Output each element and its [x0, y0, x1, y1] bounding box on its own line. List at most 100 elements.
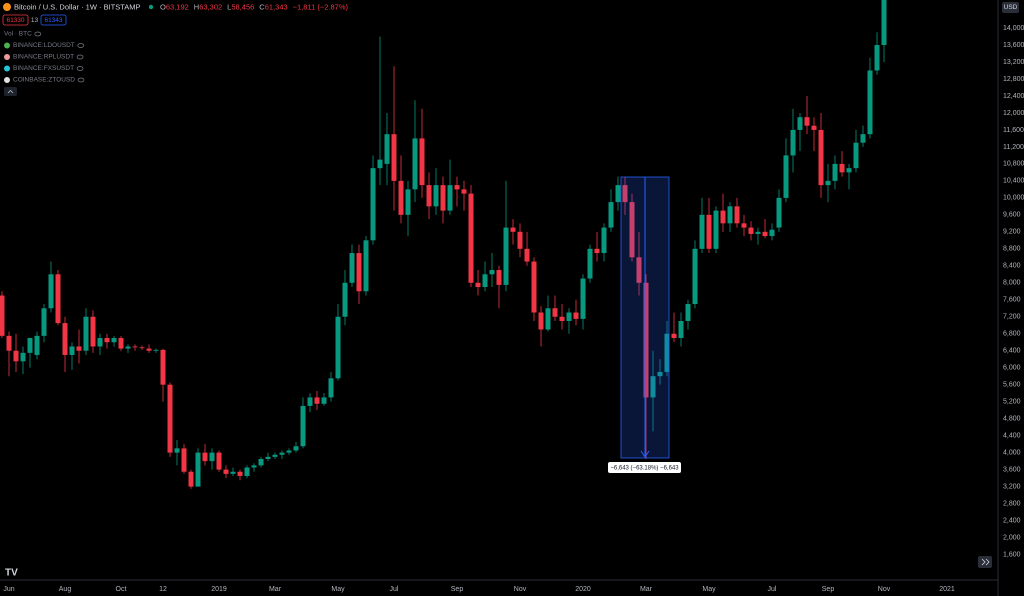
- candle-body: [230, 471, 236, 474]
- candle-body: [657, 371, 663, 377]
- candle-body: [6, 335, 12, 351]
- y-tick-label: 11,600: [1003, 127, 1024, 134]
- x-tick-label: May: [331, 586, 345, 593]
- x-tick-label: Jul: [768, 586, 777, 593]
- y-tick-label: 3,200: [1003, 483, 1021, 490]
- symbol-title[interactable]: Bitcoin / U.S. Dollar · 1W · BITSTAMP: [14, 2, 141, 11]
- candle-body: [804, 117, 810, 126]
- candle-body: [55, 274, 61, 324]
- ohlc-values: O63,192 H63,302 L58,456 C61,343 −1,811 (−2.8…: [160, 2, 348, 11]
- ohlc-value: 58,456: [231, 2, 254, 11]
- candle-body: [531, 261, 537, 313]
- candle-body: [496, 270, 502, 285]
- logo[interactable]: TV: [5, 568, 18, 579]
- indicator-name[interactable]: BINANCE:LDOUSDT: [13, 42, 75, 49]
- visibility-icon[interactable]: [77, 43, 85, 48]
- candle-body: [608, 202, 614, 228]
- symbol-icon[interactable]: [3, 3, 11, 11]
- candle-body: [447, 185, 453, 211]
- visibility-icon[interactable]: [77, 77, 85, 83]
- ohlc-label: L: [227, 2, 231, 11]
- bid-box[interactable]: [2, 14, 29, 26]
- indicator-name[interactable]: Vol · BTC: [4, 31, 32, 38]
- candle-body: [524, 248, 530, 262]
- candle-body: [300, 405, 306, 447]
- y-tick-label: 3,600: [1003, 466, 1021, 473]
- candle-body: [566, 312, 572, 321]
- scroll-icon: [981, 558, 990, 566]
- candle-body: [475, 282, 481, 288]
- x-tick-label: 12: [159, 586, 167, 593]
- candle-body: [748, 227, 754, 234]
- candle-body: [328, 378, 334, 398]
- candle-body: [363, 240, 369, 292]
- candle-body: [573, 312, 579, 319]
- candle-body: [762, 231, 768, 237]
- candle-body: [825, 180, 831, 186]
- candle-body: [384, 134, 390, 164]
- candle-body: [69, 346, 75, 355]
- market-status[interactable]: [148, 4, 154, 10]
- x-tick-label: Nov: [878, 586, 891, 593]
- candle-body: [867, 70, 873, 135]
- visibility-icon[interactable]: [76, 54, 84, 60]
- candle-body: [62, 323, 68, 355]
- candle-body: [244, 467, 250, 476]
- ohlc-label: O: [160, 2, 166, 11]
- currency[interactable]: USD: [1004, 4, 1018, 11]
- candle-body: [27, 337, 33, 353]
- ask-price[interactable]: 61343: [44, 17, 62, 24]
- candle-body: [713, 210, 719, 249]
- indicator-icon: [4, 42, 10, 49]
- candle-body: [552, 308, 558, 317]
- candle-body: [538, 312, 544, 330]
- bid-price[interactable]: 61330: [6, 17, 24, 24]
- candle-body: [685, 304, 691, 321]
- currency-box[interactable]: [1002, 2, 1019, 13]
- ask-box[interactable]: [40, 14, 67, 26]
- collapse-button[interactable]: [4, 87, 17, 96]
- candle-body: [671, 333, 677, 338]
- visibility-icon[interactable]: [34, 31, 42, 37]
- indicator-name[interactable]: BINANCE:FXSUSDT: [13, 65, 74, 72]
- candle-body: [160, 349, 166, 385]
- x-tick-label: Mar: [269, 586, 282, 593]
- candle-body: [0, 295, 5, 336]
- candle-body: [237, 471, 243, 476]
- x-tick-label: 2021: [939, 586, 955, 593]
- candle-body: [146, 348, 152, 351]
- x-tick-label: Sep: [451, 586, 464, 593]
- candle-body: [741, 223, 747, 228]
- candle-body: [293, 446, 299, 451]
- x-tick-label: Oct: [116, 586, 127, 593]
- x-tick-label: Aug: [59, 586, 72, 593]
- candle-body: [545, 308, 551, 330]
- y-tick-label: 6,400: [1003, 348, 1021, 355]
- visibility-icon[interactable]: [76, 66, 84, 71]
- y-tick-label: 7,200: [1003, 314, 1021, 321]
- y-tick-label: 7,600: [1003, 297, 1021, 304]
- y-tick-label: 1,600: [1003, 551, 1021, 558]
- indicator-name[interactable]: BINANCE:RPLUSDT: [13, 54, 74, 61]
- y-tick-label: 4,800: [1003, 415, 1021, 422]
- candle-body: [783, 155, 789, 198]
- candle-body: [258, 458, 264, 466]
- candle-body: [790, 129, 796, 156]
- candle-body: [412, 138, 418, 190]
- candle-body: [34, 335, 40, 355]
- candle-body: [860, 134, 866, 143]
- y-tick-label: 4,400: [1003, 432, 1021, 439]
- candle-body: [818, 129, 824, 186]
- candle-body: [853, 142, 859, 169]
- candle-body: [377, 159, 383, 169]
- candle-body: [643, 282, 649, 398]
- y-tick-label: 5,600: [1003, 382, 1021, 389]
- indicator-name[interactable]: COINBASE:ZTOUSD: [13, 77, 75, 84]
- collapse-icon: [7, 89, 14, 94]
- x-tick-label: 2020: [575, 586, 591, 593]
- candle-body: [559, 316, 565, 321]
- y-tick-label: 6,800: [1003, 331, 1021, 338]
- spread: 13: [31, 17, 39, 24]
